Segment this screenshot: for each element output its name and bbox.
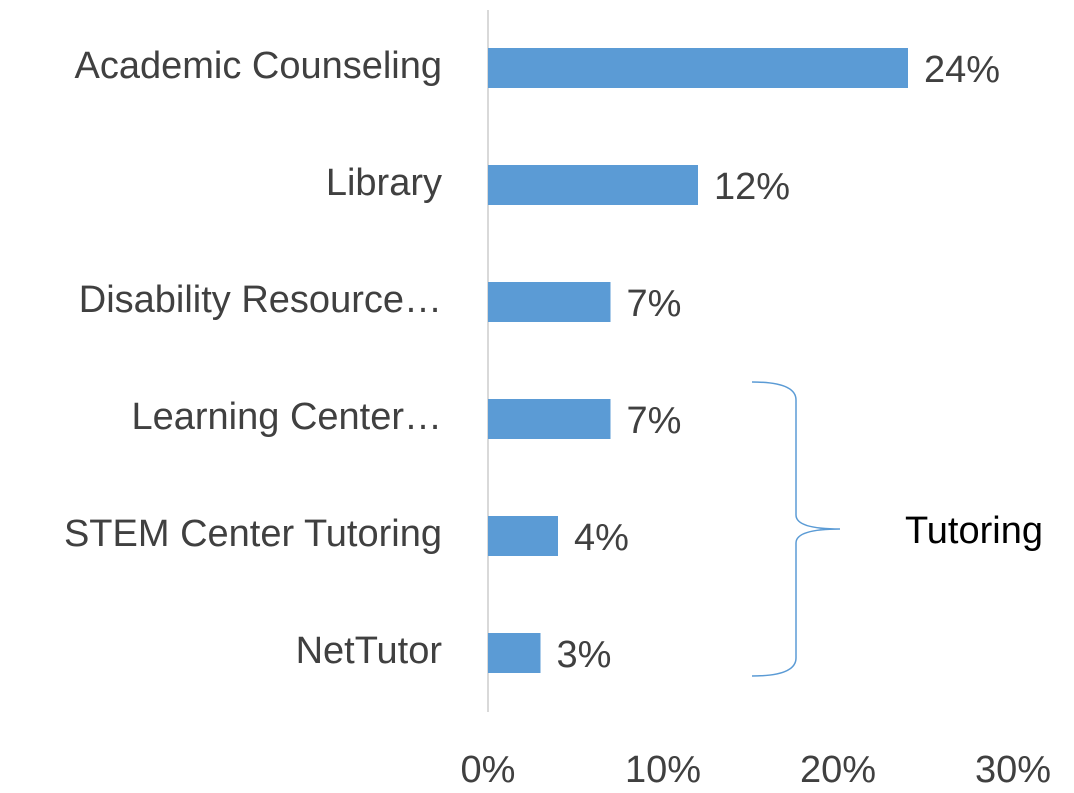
bar <box>488 282 611 322</box>
data-label: 12% <box>714 166 790 208</box>
x-tick-label: 0% <box>461 749 516 791</box>
bar <box>488 516 558 556</box>
y-tick-label: Library <box>326 162 442 204</box>
data-label: 4% <box>574 517 629 559</box>
x-tick-label: 10% <box>625 749 701 791</box>
data-label: 7% <box>627 400 682 442</box>
bar <box>488 48 908 88</box>
x-tick-label: 30% <box>975 749 1051 791</box>
bar <box>488 633 541 673</box>
annotation: Tutoring <box>905 510 1043 552</box>
brace <box>751 381 841 677</box>
y-tick-label: NetTutor <box>296 630 443 672</box>
y-tick-label: Learning Center… <box>131 396 442 438</box>
bar <box>488 165 698 205</box>
data-label: 7% <box>627 283 682 325</box>
data-label: 3% <box>557 634 612 676</box>
x-tick-label: 20% <box>800 749 876 791</box>
y-tick-label: Disability Resource… <box>79 279 442 321</box>
y-tick-label: STEM Center Tutoring <box>64 513 442 555</box>
data-label: 24% <box>924 49 1000 91</box>
y-tick-label: Academic Counseling <box>74 45 442 87</box>
bar <box>488 399 611 439</box>
